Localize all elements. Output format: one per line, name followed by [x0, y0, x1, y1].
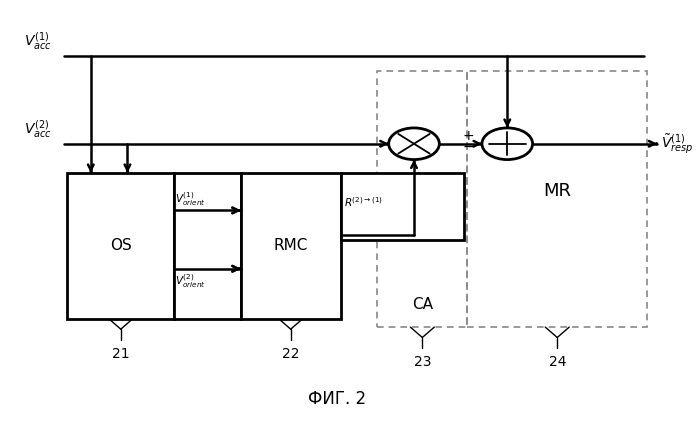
Text: −: −: [463, 140, 475, 154]
Bar: [340, 173, 464, 240]
Circle shape: [482, 128, 533, 159]
Bar: [377, 71, 468, 327]
Text: 23: 23: [414, 355, 431, 369]
Text: $V_{orient}^{(2)}$: $V_{orient}^{(2)}$: [175, 272, 206, 290]
Bar: [174, 173, 240, 319]
Bar: [240, 173, 340, 319]
Text: ФИГ. 2: ФИГ. 2: [308, 390, 366, 408]
Text: $R^{(2)\rightarrow(1)}$: $R^{(2)\rightarrow(1)}$: [344, 195, 383, 209]
Circle shape: [389, 128, 439, 159]
Text: CA: CA: [412, 297, 433, 312]
Bar: [68, 173, 174, 319]
Text: +: +: [463, 129, 475, 143]
Text: 21: 21: [112, 347, 129, 361]
Text: 22: 22: [282, 347, 299, 361]
Text: RMC: RMC: [273, 238, 308, 253]
Text: $\tilde{V}_{resp}^{(1)}$: $\tilde{V}_{resp}^{(1)}$: [661, 132, 693, 156]
Text: 24: 24: [549, 355, 566, 369]
Text: $V_{acc}^{(1)}$: $V_{acc}^{(1)}$: [24, 30, 52, 52]
Bar: [468, 71, 647, 327]
Text: MR: MR: [543, 181, 571, 200]
Text: $V_{orient}^{(1)}$: $V_{orient}^{(1)}$: [175, 190, 206, 208]
Text: OS: OS: [110, 238, 131, 253]
Text: $V_{acc}^{(2)}$: $V_{acc}^{(2)}$: [24, 118, 52, 139]
